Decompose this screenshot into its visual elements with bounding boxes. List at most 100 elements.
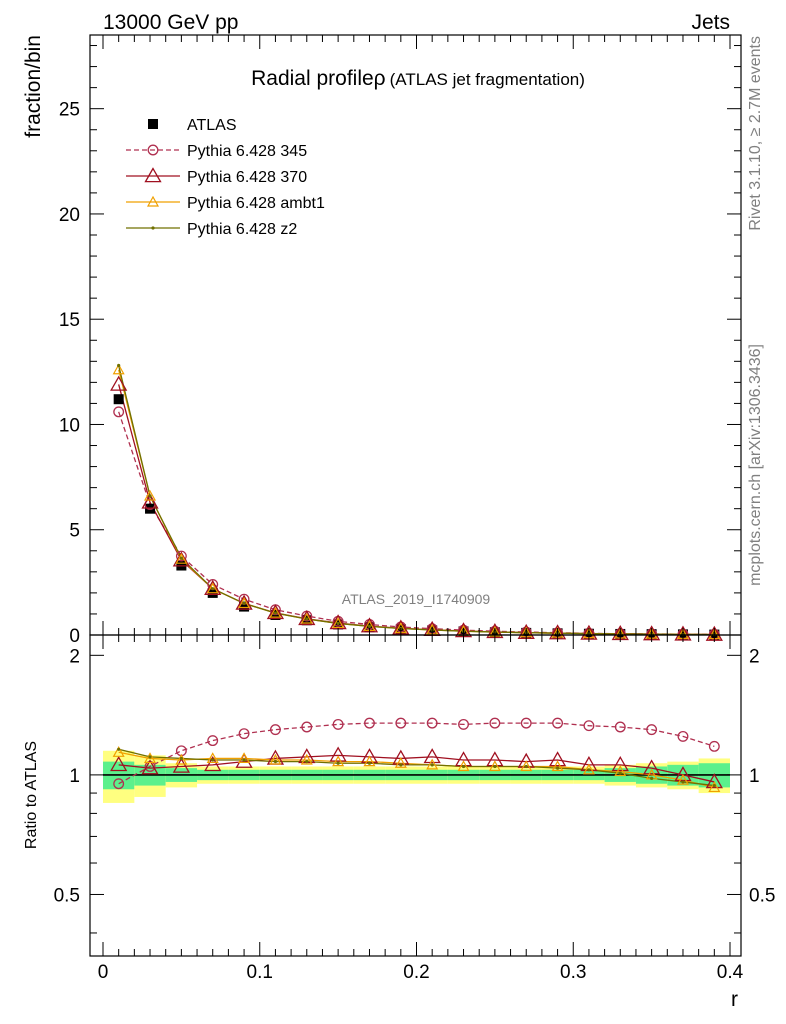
- p370-marker: [172, 757, 190, 773]
- p370-marker: [141, 759, 159, 775]
- main-ytick-label: 20: [59, 205, 80, 226]
- atlas-marker: [113, 394, 124, 405]
- p345-marker: [113, 778, 125, 790]
- p370-marker: [141, 493, 159, 509]
- main-ytick-label: 10: [59, 415, 80, 436]
- p345-marker: [207, 735, 219, 747]
- watermark: ATLAS_2019_I1740909: [342, 591, 491, 607]
- ambt1-marker: [206, 752, 219, 764]
- ambt1-marker: [238, 597, 251, 609]
- p370-marker: [423, 748, 441, 764]
- ambt1-marker: [175, 753, 188, 765]
- p345-marker: [614, 721, 626, 733]
- legend-label-ambt1: Pythia 6.428 ambt1: [187, 195, 325, 212]
- p370-marker: [329, 746, 347, 762]
- ratio-panel: 0.5 0.5 1 1 2 2 0 0.1 0.2 0.3 0.4 Ratio to ATLAS r: [23, 634, 775, 1011]
- ambt1-marker: [394, 756, 407, 768]
- p345-marker: [269, 724, 281, 736]
- ambt1-marker: [332, 617, 345, 629]
- p370-marker: [110, 375, 128, 391]
- main-ytick-label: 5: [69, 521, 80, 542]
- z2-marker: [273, 760, 278, 764]
- z2-marker: [242, 758, 246, 762]
- main-ytick-label: 25: [59, 100, 80, 121]
- ambt1-marker: [332, 755, 345, 767]
- p345-marker: [552, 717, 564, 729]
- ambt1-marker: [426, 758, 439, 770]
- main-ytick-label: 15: [59, 310, 80, 331]
- legend-label-p370: Pythia 6.428 370: [187, 169, 307, 186]
- legend-label-atlas: ATLAS: [187, 117, 237, 134]
- ratio-ytick-label-left: 2: [69, 646, 80, 667]
- p345-marker: [583, 720, 595, 732]
- header-left: 13000 GeV pp: [103, 11, 238, 34]
- z2-marker: [117, 363, 121, 368]
- z2-marker: [650, 776, 654, 780]
- ambt1-marker: [144, 489, 157, 501]
- ratio-ytick-label-left: 1: [69, 766, 80, 787]
- p370-marker: [204, 756, 222, 772]
- ambt1-marker: [238, 752, 251, 764]
- p345-marker: [238, 728, 250, 740]
- z2-marker: [681, 780, 685, 784]
- z2-marker: [399, 763, 403, 767]
- p370-marker: [144, 167, 162, 183]
- z2-marker: [524, 764, 528, 769]
- main-title: Radial profileρ (ATLAS jet fragmentation): [251, 67, 585, 90]
- p370-marker: [235, 594, 253, 610]
- p345-marker: [395, 717, 407, 729]
- ambt1-marker: [269, 606, 282, 618]
- z2-marker: [618, 771, 622, 775]
- ambt1-marker: [206, 582, 219, 594]
- z2-marker: [305, 760, 309, 764]
- p370-marker: [172, 551, 190, 567]
- p345-marker: [677, 730, 689, 742]
- main-title-text: Radial profile: [251, 67, 374, 90]
- ambt1-marker: [269, 753, 282, 765]
- ambt1-marker: [582, 763, 595, 775]
- ambt1-marker: [112, 746, 125, 757]
- p345-marker: [458, 718, 469, 730]
- ambt1-marker: [146, 195, 160, 207]
- ambt1-ratio-line: [118, 751, 715, 789]
- z2-marker: [367, 761, 372, 765]
- p370-marker: [643, 759, 661, 775]
- z2-marker: [242, 601, 246, 606]
- ambt1-marker: [708, 781, 721, 793]
- ambt1-marker: [457, 760, 470, 772]
- ratio-ylabel: Ratio to ATLAS: [23, 741, 40, 849]
- p370-marker: [204, 579, 222, 595]
- main-panel: 0 5 10 15 20 25 Radial profileρ (ATLAS jet fra…: [22, 34, 742, 647]
- z2-marker: [151, 226, 155, 230]
- legend-label-z2: Pythia 6.428 z2: [187, 221, 297, 238]
- xtick-label: 0.4: [717, 962, 744, 983]
- p345-marker: [175, 550, 187, 562]
- ambt1-marker: [363, 755, 376, 767]
- xtick-label: 0: [98, 962, 109, 983]
- rivet-version-label: Rivet 3.1.10, ≥ 2.7M events: [747, 36, 764, 231]
- p370-ratio-line: [118, 754, 715, 783]
- atlas-marker: [148, 119, 158, 129]
- p345-marker: [332, 718, 344, 730]
- z2-marker: [305, 617, 309, 621]
- p370-marker: [548, 751, 567, 767]
- z2-ratio-line: [118, 748, 715, 787]
- legend: ATLAS Pythia 6.428 345 Pythia 6.428 370 Pyt…: [126, 117, 325, 238]
- ambt1-marker: [520, 760, 533, 772]
- ambt1-marker: [488, 760, 501, 772]
- p370-marker: [266, 604, 285, 620]
- header-right: Jets: [691, 11, 730, 34]
- p345-marker: [708, 740, 720, 752]
- main-ytick-label: 0: [69, 626, 80, 647]
- z2-marker: [336, 761, 340, 765]
- xtick-label: 0.2: [403, 962, 429, 983]
- z2-marker: [461, 764, 466, 769]
- ambt1-marker: [300, 612, 313, 624]
- z2-marker: [712, 783, 716, 788]
- ambt1-marker: [551, 760, 564, 772]
- main-ylabel: fraction/bin: [22, 35, 45, 138]
- ratio-panel-frame: [89, 634, 742, 957]
- p345-marker: [147, 144, 159, 156]
- ratio-ytick-label-right: 2: [749, 646, 760, 667]
